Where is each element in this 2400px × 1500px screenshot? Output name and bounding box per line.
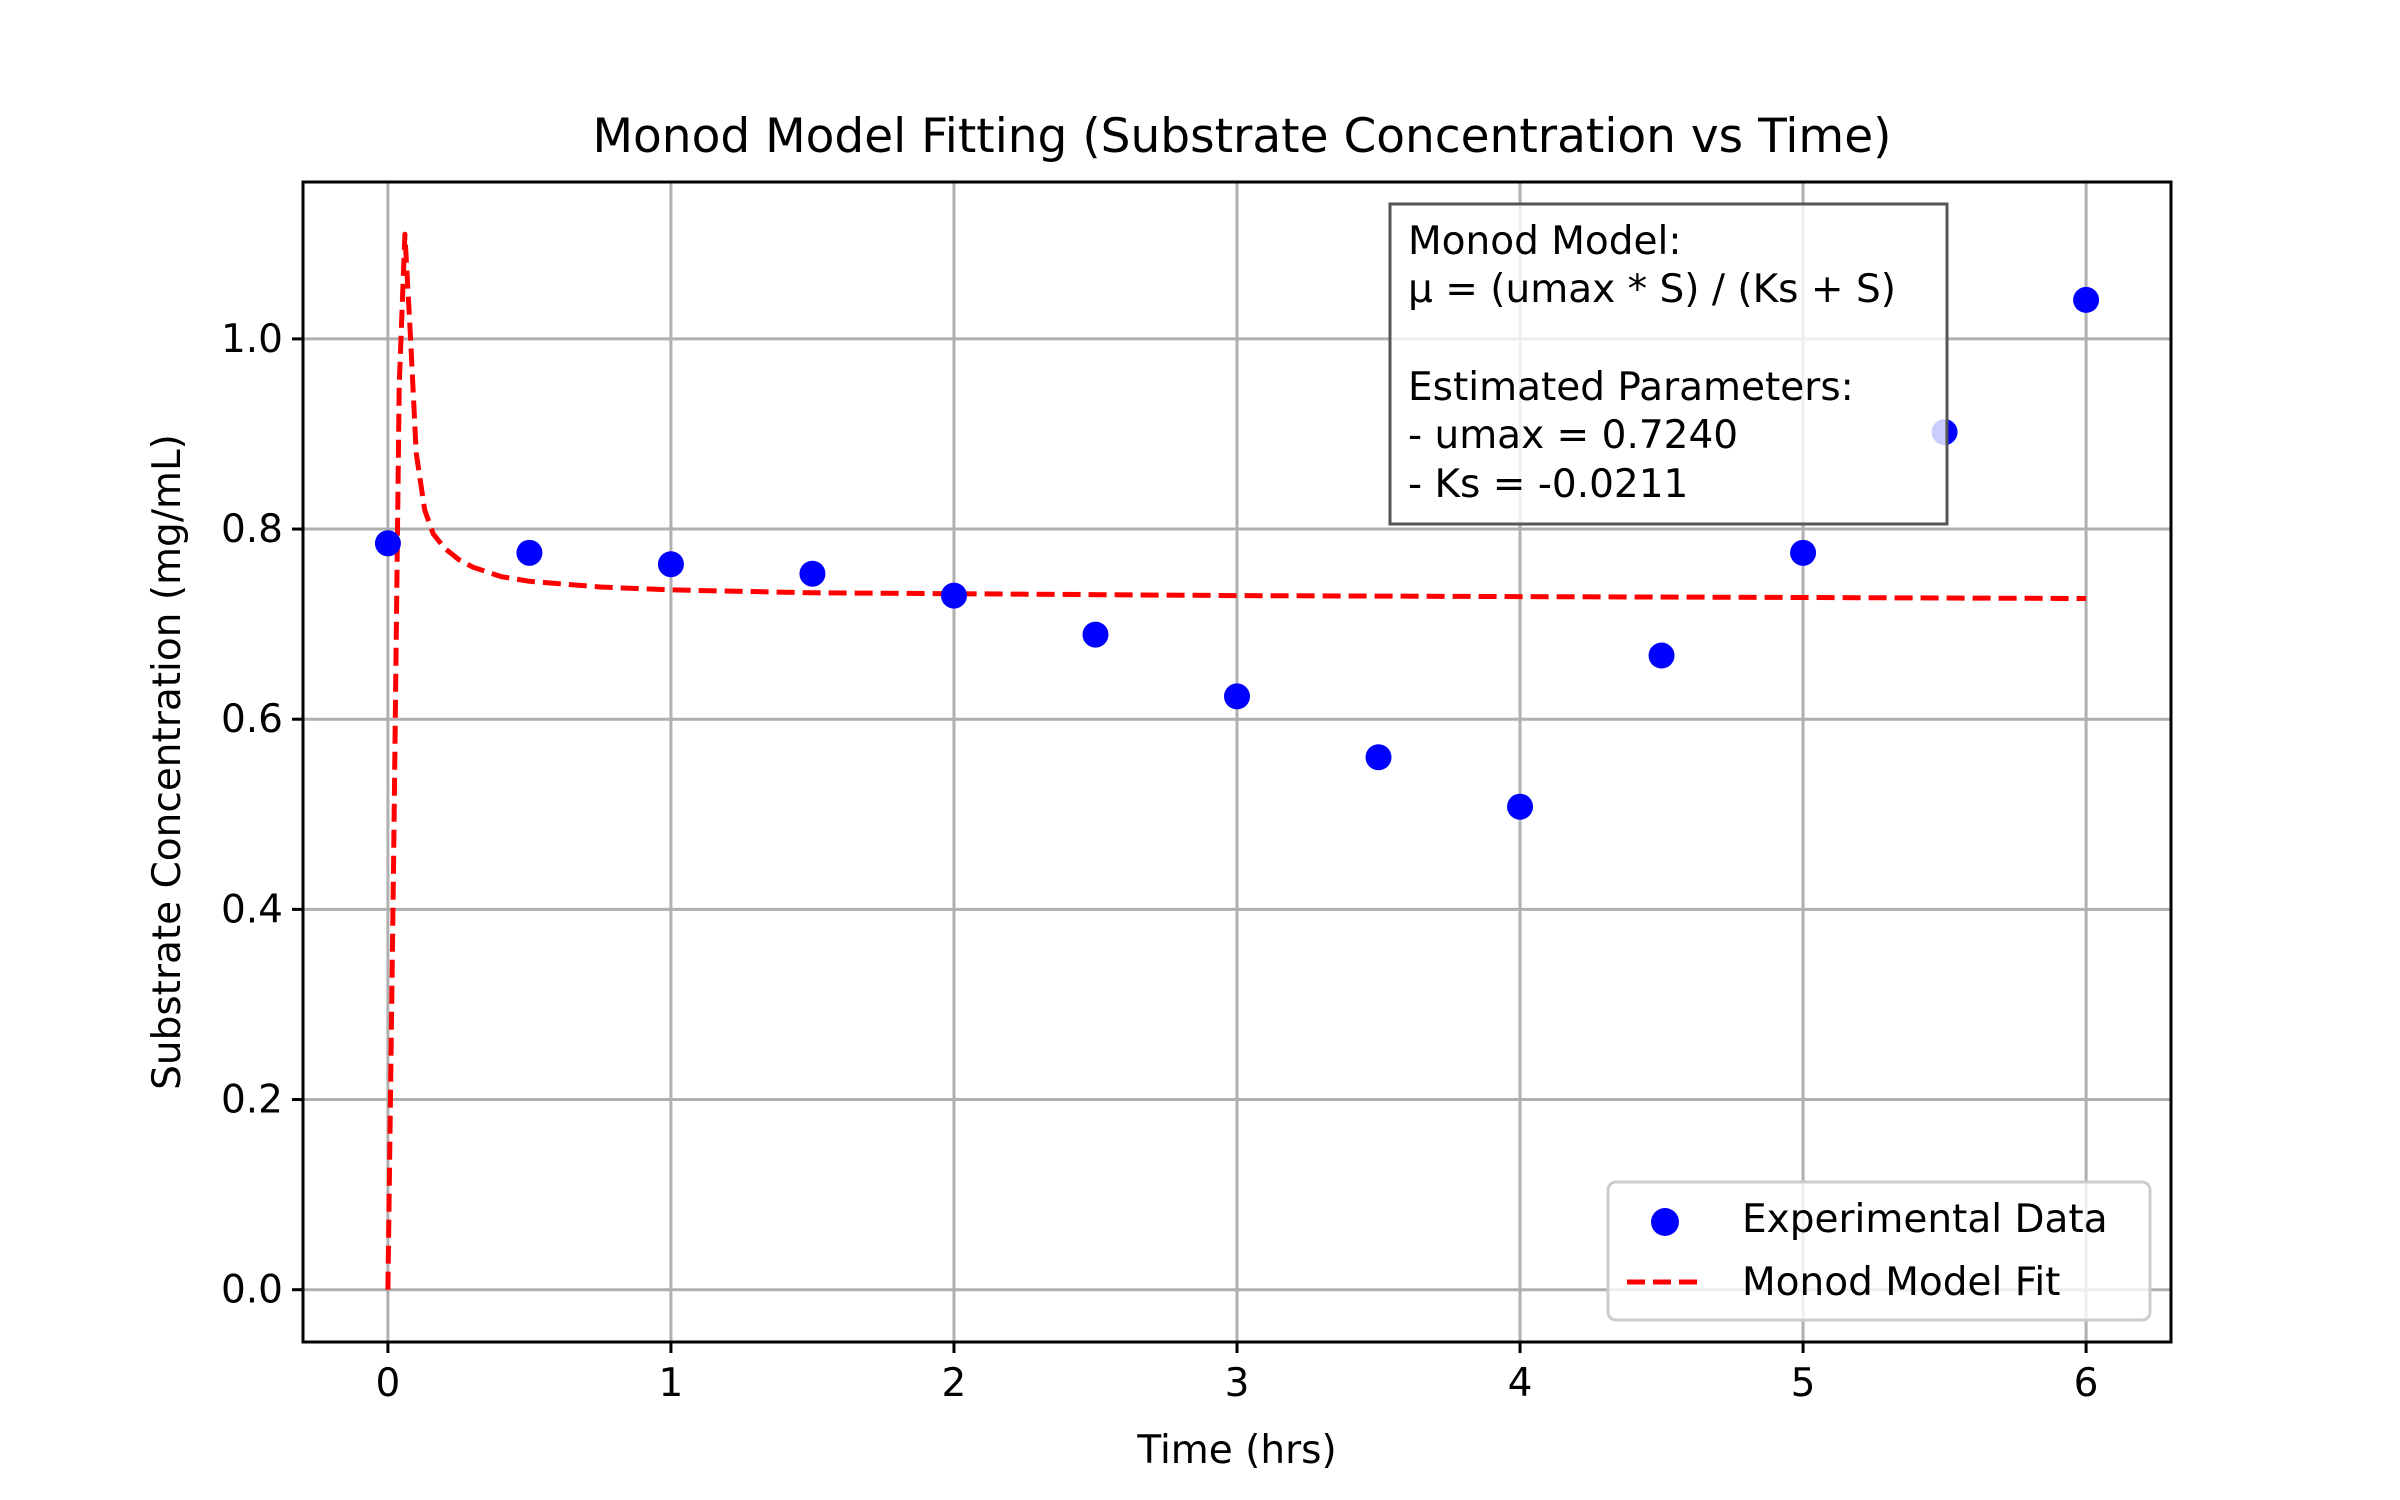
legend-label-line: Monod Model Fit [1742, 1260, 2060, 1305]
data-point [1648, 642, 1675, 669]
annotation-line: Monod Model: [1408, 219, 1681, 264]
data-point [1507, 793, 1534, 820]
y-tick-label: 1.0 [221, 317, 283, 362]
data-point [799, 560, 826, 587]
data-point [1082, 621, 1109, 648]
x-tick-label: 4 [1508, 1361, 1533, 1406]
x-tick-label: 3 [1225, 1361, 1250, 1406]
x-tick-label: 0 [375, 1361, 400, 1406]
annotation-line: - umax = 0.7240 [1408, 413, 1738, 458]
data-point [657, 551, 684, 578]
data-point [940, 582, 967, 609]
data-point [516, 539, 543, 566]
data-point [374, 530, 401, 557]
legend-label-scatter: Experimental Data [1742, 1197, 2108, 1242]
annotation-box: Monod Model: μ = (umax * S) / (Ks + S) E… [1388, 202, 1949, 526]
data-point [1790, 539, 1817, 566]
x-tick-label: 2 [942, 1361, 967, 1406]
x-tick-label: 1 [659, 1361, 684, 1406]
data-point [2073, 286, 2100, 313]
monod-fit-line [385, 231, 2087, 1290]
tick-layer: 0 1 2 3 4 5 6 0.0 0.2 0.4 0.6 0.8 1.0 [221, 317, 2099, 1406]
x-axis-label: Time (hrs) [1136, 1428, 1336, 1473]
annotation-line: - Ks = -0.0211 [1408, 462, 1688, 507]
fit-line-layer [385, 231, 2087, 1290]
chart-title: Monod Model Fitting (Substrate Concentra… [593, 109, 1892, 164]
annotation-line: μ = (umax * S) / (Ks + S) [1408, 267, 1896, 312]
data-point-layer [374, 286, 2100, 820]
y-tick-label: 0.4 [221, 887, 283, 932]
data-point [1365, 744, 1392, 771]
data-point [1224, 683, 1250, 710]
annotation-line: Estimated Parameters: [1408, 365, 1854, 410]
y-axis-label: Substrate Concentration (mg/mL) [145, 434, 190, 1090]
y-tick-label: 0.6 [221, 697, 283, 742]
y-tick-label: 0.8 [221, 507, 283, 552]
y-tick-label: 0.2 [221, 1078, 283, 1123]
y-tick-label: 0.0 [221, 1268, 283, 1313]
x-tick-label: 5 [1791, 1361, 1816, 1406]
legend: Experimental Data Monod Model Fit [1606, 1180, 2152, 1322]
legend-marker-scatter [1651, 1208, 1679, 1236]
x-tick-label: 6 [2074, 1361, 2099, 1406]
